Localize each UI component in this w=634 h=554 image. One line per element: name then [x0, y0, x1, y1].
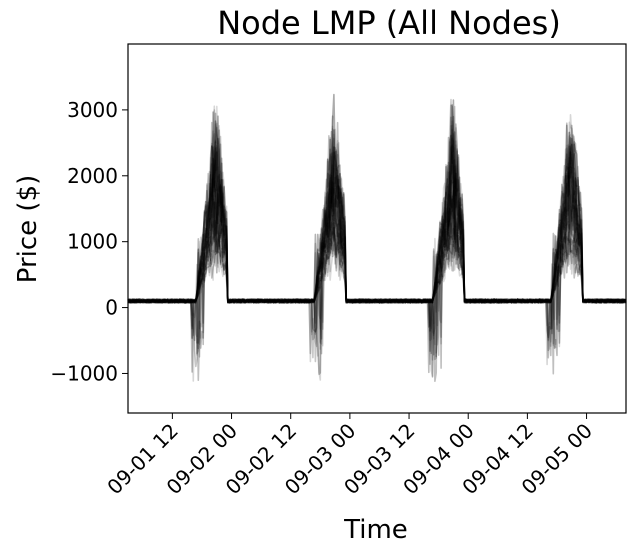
node-price-line	[127, 98, 627, 304]
node-price-line	[127, 137, 627, 304]
node-price-line	[127, 172, 627, 361]
node-price-line	[127, 185, 627, 348]
node-price-line	[127, 176, 627, 355]
node-price-line	[127, 238, 627, 326]
node-price-line	[127, 104, 627, 304]
node-price-line	[127, 115, 627, 304]
node-price-line	[127, 134, 627, 304]
y-tick-label: 0	[105, 296, 118, 320]
node-price-line	[127, 150, 627, 304]
node-price-line	[127, 134, 627, 304]
node-price-line	[127, 104, 627, 304]
node-price-line	[127, 180, 627, 304]
node-price-line	[127, 138, 627, 304]
plot-frame	[127, 43, 627, 414]
node-price-line	[127, 198, 627, 304]
y-tick-label: 2000	[67, 164, 118, 188]
node-price-line	[127, 218, 627, 304]
node-price-line	[127, 174, 627, 304]
node-price-line	[127, 146, 627, 304]
y-axis: −1000 0 1000 2000 3000	[50, 98, 128, 385]
node-price-line	[127, 93, 627, 304]
node-price-line	[127, 140, 627, 368]
node-price-line	[127, 154, 627, 304]
x-axis-label: Time	[343, 515, 408, 545]
node-price-line	[127, 216, 627, 304]
node-price-line	[127, 128, 627, 304]
y-tick-label: −1000	[50, 361, 118, 385]
node-price-line	[127, 185, 627, 304]
node-price-line	[127, 105, 627, 382]
node-price-line	[127, 146, 627, 366]
node-price-line	[127, 219, 627, 304]
y-tick-label: 3000	[67, 98, 118, 122]
node-price-line	[127, 105, 627, 304]
node-price-line	[127, 125, 627, 304]
node-price-line	[127, 228, 627, 304]
node-price-line	[127, 195, 627, 347]
node-price-line	[127, 151, 627, 358]
chart-title: Node LMP (All Nodes)	[217, 4, 561, 42]
y-tick-label: 1000	[67, 230, 118, 254]
node-price-line	[127, 182, 627, 350]
y-axis-label: Price ($)	[13, 175, 43, 284]
node-price-line	[127, 112, 627, 383]
node-price-line	[127, 156, 627, 304]
node-price-line	[127, 123, 627, 304]
node-price-line	[127, 137, 627, 304]
node-price-line	[127, 151, 627, 304]
node-price-line	[127, 226, 627, 304]
plot-lines	[127, 93, 627, 383]
node-price-line	[127, 208, 627, 304]
